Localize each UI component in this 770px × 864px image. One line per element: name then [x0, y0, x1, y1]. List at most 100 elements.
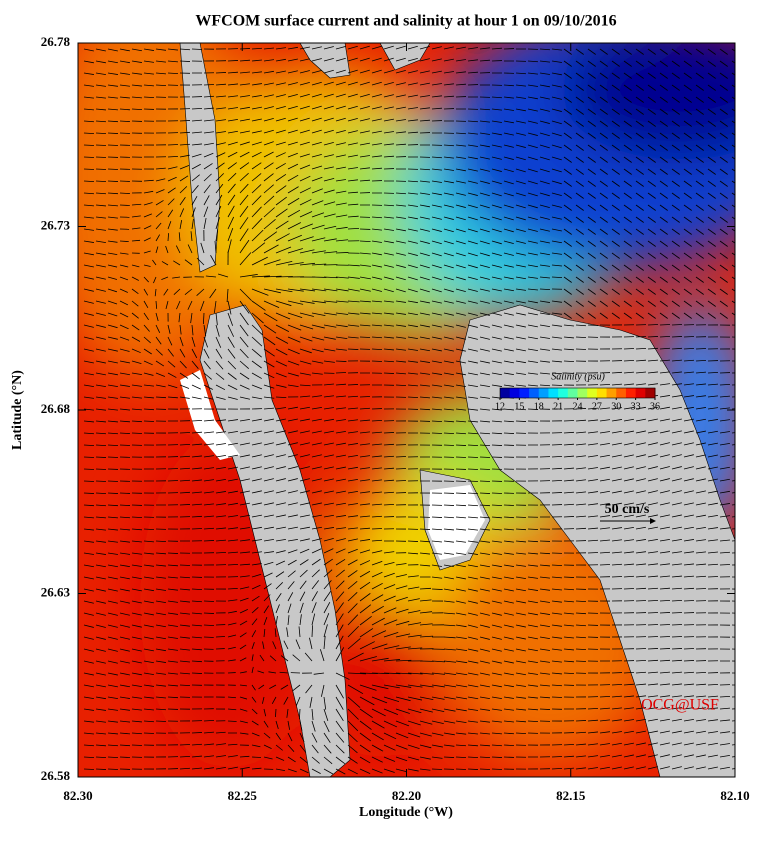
current-vector	[311, 336, 325, 341]
current-vector	[323, 288, 338, 292]
current-vector	[311, 744, 319, 754]
current-vector	[179, 479, 191, 482]
current-vector	[719, 490, 730, 494]
current-vector	[107, 396, 118, 399]
current-vector	[203, 479, 214, 482]
current-vector	[695, 383, 707, 386]
current-vector	[95, 492, 107, 494]
current-vector	[635, 526, 646, 530]
current-vector	[527, 60, 539, 63]
current-vector	[227, 324, 235, 337]
current-vector	[515, 360, 526, 364]
current-vector	[515, 276, 526, 280]
current-vector	[167, 221, 172, 230]
current-vector	[395, 480, 407, 482]
current-vector	[443, 264, 454, 269]
current-vector	[443, 192, 454, 196]
current-vector	[635, 288, 644, 295]
current-vector	[467, 480, 479, 482]
current-vector	[107, 456, 119, 458]
current-vector	[563, 48, 572, 55]
current-vector	[479, 180, 490, 184]
current-vector	[215, 217, 220, 230]
current-vector	[119, 204, 130, 206]
current-vector	[431, 528, 443, 531]
current-vector	[239, 336, 249, 348]
current-vector	[395, 288, 406, 293]
current-vector	[719, 204, 728, 211]
current-vector	[647, 683, 659, 686]
current-vector	[455, 132, 467, 135]
current-vector	[431, 660, 445, 663]
current-vector	[479, 240, 490, 245]
current-vector	[371, 94, 382, 98]
current-vector	[731, 228, 735, 232]
current-vector	[467, 276, 478, 281]
current-vector	[671, 454, 682, 458]
current-vector	[299, 288, 316, 292]
current-vector	[431, 552, 443, 555]
current-vector	[107, 96, 119, 99]
current-vector	[503, 216, 514, 221]
current-vector	[599, 490, 610, 494]
current-vector	[503, 528, 515, 531]
current-vector	[659, 276, 668, 283]
current-vector	[455, 336, 466, 340]
current-vector	[671, 742, 682, 746]
current-vector	[659, 587, 671, 590]
current-vector	[263, 59, 274, 62]
current-vector	[671, 514, 682, 518]
current-vector	[671, 72, 680, 79]
current-vector	[371, 539, 383, 542]
current-vector	[551, 48, 563, 51]
current-vector	[215, 95, 227, 98]
current-vector	[227, 755, 238, 758]
current-vector	[83, 120, 95, 123]
current-vector	[611, 228, 620, 235]
current-vector	[311, 237, 326, 242]
current-vector	[107, 204, 119, 207]
current-vector	[515, 312, 526, 316]
current-vector	[419, 348, 430, 352]
current-vector	[287, 163, 299, 170]
current-vector	[551, 348, 563, 351]
current-vector	[371, 744, 384, 752]
current-vector	[179, 336, 184, 347]
current-vector	[371, 732, 384, 741]
current-vector	[575, 660, 587, 662]
current-vector	[143, 708, 155, 711]
current-vector	[599, 503, 610, 506]
current-vector	[227, 551, 239, 554]
current-vector	[299, 490, 310, 494]
current-vector	[239, 312, 249, 326]
current-vector	[131, 732, 143, 735]
current-vector	[335, 288, 349, 292]
current-vector	[683, 478, 694, 482]
current-vector	[503, 264, 514, 268]
current-vector	[304, 652, 313, 662]
current-vector	[683, 264, 692, 271]
current-vector	[551, 108, 562, 112]
current-vector	[563, 192, 572, 199]
current-vector	[383, 696, 400, 702]
current-vector	[467, 756, 479, 759]
current-vector	[455, 71, 467, 74]
current-vector	[131, 384, 142, 387]
current-vector	[551, 684, 563, 687]
current-vector	[287, 348, 300, 355]
current-vector	[455, 46, 466, 50]
colorbar-tick-label: 24	[573, 401, 583, 412]
current-vector	[359, 455, 370, 458]
current-vector	[431, 324, 442, 328]
current-vector	[635, 312, 644, 319]
current-vector	[515, 420, 527, 422]
current-vector	[251, 595, 260, 602]
current-vector	[311, 324, 325, 329]
current-vector	[731, 528, 735, 530]
current-vector	[671, 659, 683, 662]
current-vector	[263, 173, 274, 182]
current-vector	[143, 336, 151, 344]
current-vector	[335, 591, 345, 602]
current-vector	[191, 131, 203, 134]
current-vector	[539, 108, 550, 112]
